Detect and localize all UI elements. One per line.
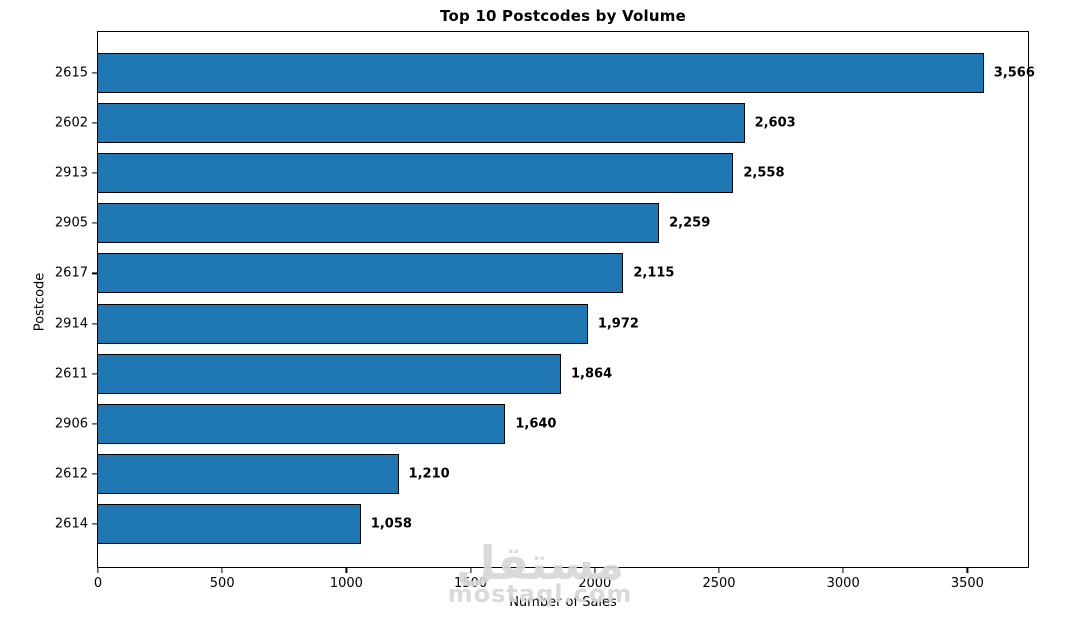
x-tick-label: 1000 (329, 576, 363, 591)
y-tick-mark (92, 72, 97, 74)
x-tick-label: 2000 (578, 576, 612, 591)
bar-2906 (98, 403, 506, 444)
bar-2615 (98, 53, 984, 93)
x-tick-label: 1500 (454, 576, 488, 591)
bar-2905 (98, 203, 660, 244)
bar-2913 (98, 153, 734, 194)
bar-value-label: 2,259 (669, 215, 711, 231)
y-tick-mark (92, 172, 97, 174)
y-tick-label: 2612 (54, 466, 88, 482)
bar-value-label: 1,640 (515, 416, 557, 432)
x-tick-mark (97, 568, 99, 573)
y-tick-mark (92, 523, 97, 525)
x-tick-label: 0 (93, 576, 103, 591)
bar-value-label: 2,115 (633, 265, 675, 281)
bar-value-label: 1,864 (571, 366, 613, 382)
y-tick-mark (92, 122, 97, 124)
y-tick-mark (92, 423, 97, 425)
x-tick-mark (842, 568, 844, 573)
y-tick-label: 2611 (54, 366, 88, 382)
y-tick-label: 2906 (54, 416, 88, 432)
bar-value-label: 2,558 (743, 165, 785, 181)
y-tick-mark (92, 272, 97, 274)
bar-2602 (98, 103, 745, 144)
y-tick-label: 2617 (54, 265, 88, 281)
bar-value-label: 1,210 (408, 466, 450, 482)
x-tick-mark (718, 568, 720, 573)
x-tick-mark (345, 568, 347, 573)
bar-2914 (98, 303, 588, 344)
x-tick-label: 2500 (702, 576, 736, 591)
y-tick-label: 2602 (54, 115, 88, 131)
x-tick-mark (594, 568, 596, 573)
y-tick-label: 2914 (54, 316, 88, 331)
x-tick-mark (966, 568, 968, 573)
y-tick-mark (92, 222, 97, 224)
x-tick-label: 3000 (826, 576, 860, 591)
y-tick-label: 2614 (54, 516, 88, 532)
y-tick-label: 2615 (54, 65, 88, 81)
y-tick-mark (92, 373, 97, 375)
x-tick-mark (470, 568, 472, 573)
bar-value-label: 2,603 (754, 115, 796, 131)
x-tick-label: 3500 (950, 576, 984, 591)
y-tick-label: 2913 (54, 165, 88, 181)
x-tick-label: 500 (209, 576, 235, 591)
bar-value-label: 1,972 (597, 316, 639, 331)
bar-2612 (98, 453, 399, 494)
bar-2617 (98, 253, 624, 294)
bar-2614 (98, 503, 361, 544)
bar-value-label: 1,058 (370, 516, 412, 532)
y-tick-label: 2905 (54, 215, 88, 231)
y-tick-mark (92, 322, 97, 325)
x-axis-label: Number of Sales (509, 595, 617, 610)
x-tick-mark (221, 568, 223, 573)
chart-title: Top 10 Postcodes by Volume (440, 7, 686, 25)
plot-area: 3,566 2,603 2,558 2,259 2,115 1,972 1,864 1,640… (97, 31, 1035, 568)
y-tick-mark (92, 473, 97, 475)
bar-2611 (98, 353, 561, 394)
bar-value-label: 3,566 (993, 65, 1035, 81)
y-axis-label: Postcode (32, 272, 48, 332)
